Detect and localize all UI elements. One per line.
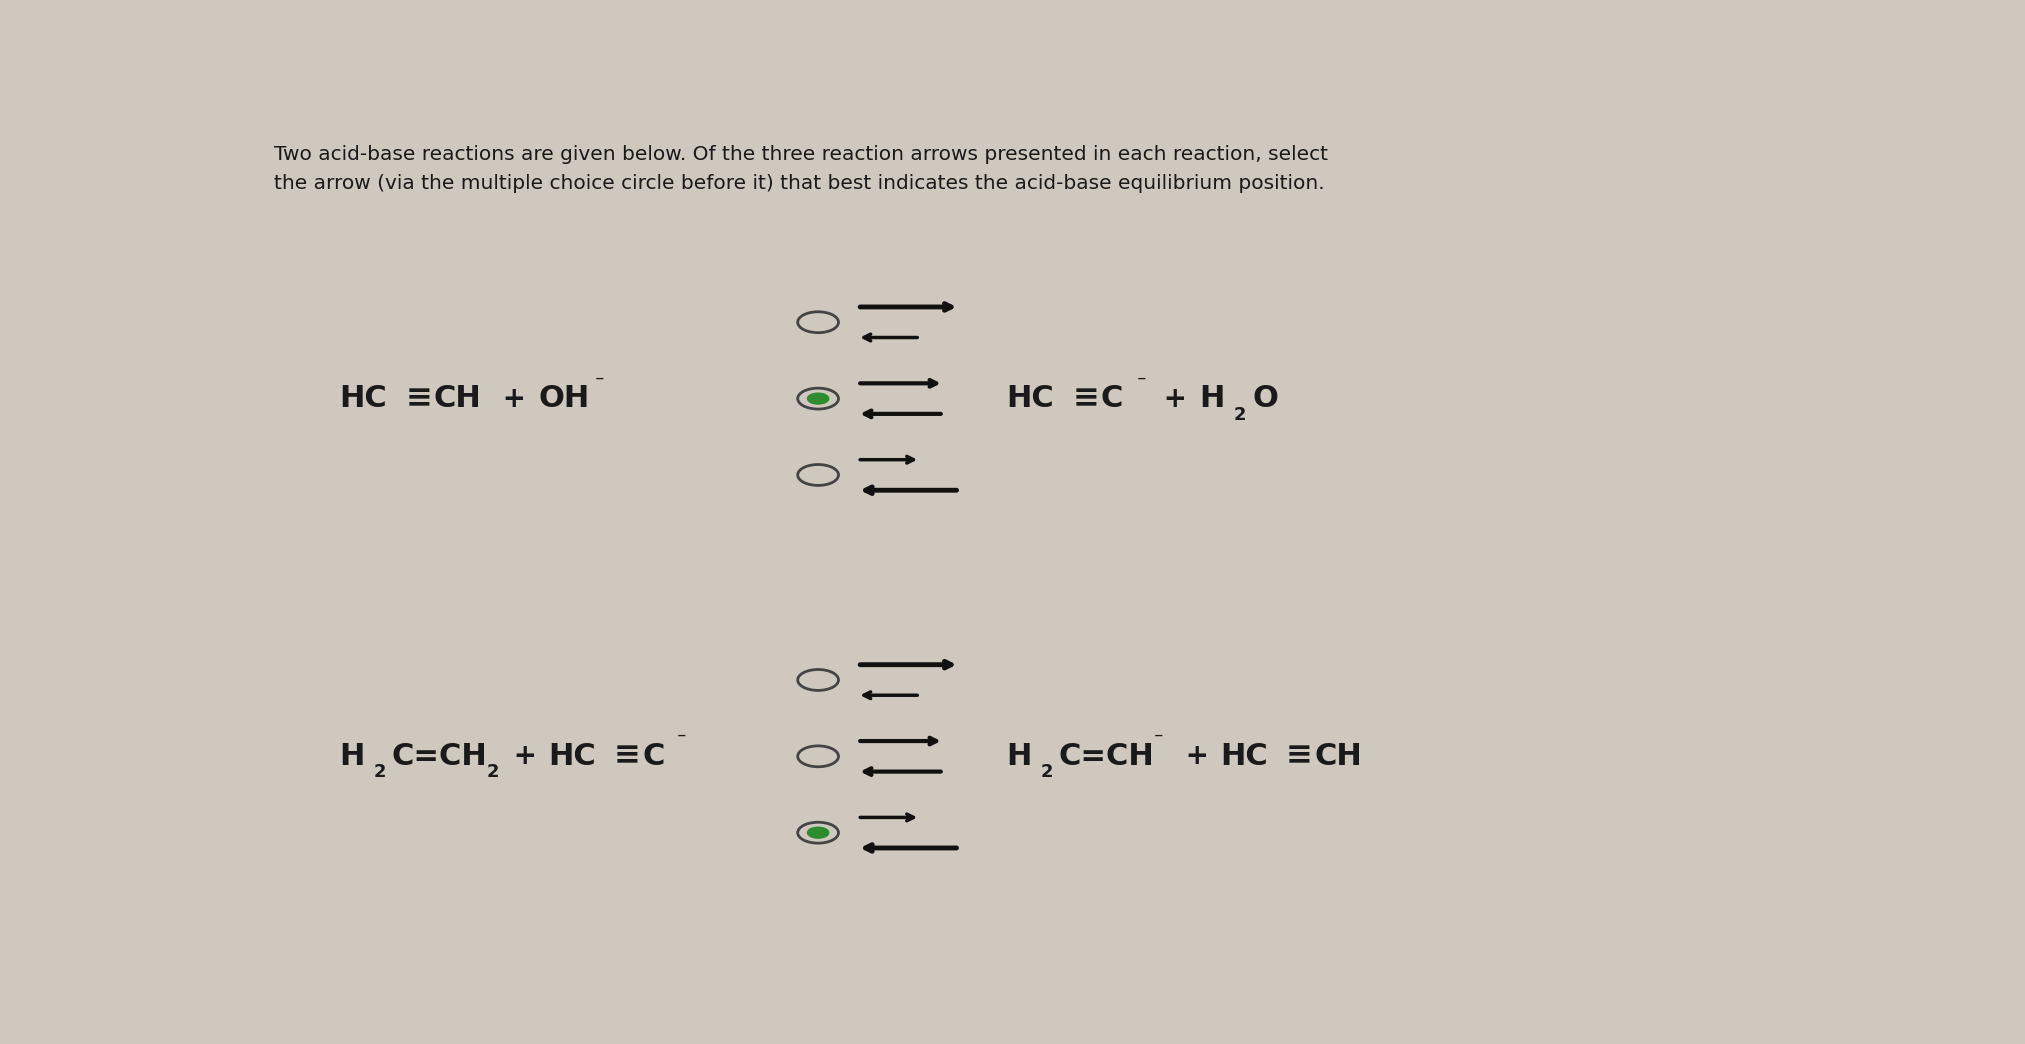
Text: HC: HC — [1006, 384, 1055, 413]
Text: O: O — [1253, 384, 1278, 413]
Text: HC: HC — [549, 742, 595, 770]
Text: ⁻: ⁻ — [595, 374, 605, 392]
Text: OH: OH — [539, 384, 589, 413]
Text: +: + — [504, 742, 547, 770]
Text: ≡: ≡ — [405, 383, 431, 414]
Circle shape — [808, 827, 828, 838]
Text: H: H — [1006, 742, 1033, 770]
Text: ≡: ≡ — [1286, 741, 1312, 772]
Text: ⁻: ⁻ — [1154, 731, 1164, 750]
Text: ≡: ≡ — [614, 741, 642, 772]
Text: Two acid-base reactions are given below. Of the three reaction arrows presented : Two acid-base reactions are given below.… — [273, 145, 1328, 164]
Text: +: + — [1177, 742, 1219, 770]
Text: 2: 2 — [486, 763, 500, 781]
Text: C=CH: C=CH — [1059, 742, 1154, 770]
Text: C: C — [642, 742, 664, 770]
Text: +: + — [494, 384, 537, 412]
Text: the arrow (via the multiple choice circle before it) that best indicates the aci: the arrow (via the multiple choice circl… — [273, 173, 1324, 192]
Circle shape — [808, 394, 828, 404]
Text: 2: 2 — [1041, 763, 1053, 781]
Text: 2: 2 — [375, 763, 387, 781]
Text: H: H — [1199, 384, 1225, 413]
Text: CH: CH — [433, 384, 482, 413]
Text: ≡: ≡ — [1073, 383, 1100, 414]
Text: HC: HC — [1219, 742, 1268, 770]
Text: CH: CH — [1314, 742, 1361, 770]
Text: H: H — [340, 742, 364, 770]
Text: C: C — [1102, 384, 1124, 413]
Text: ⁻: ⁻ — [676, 731, 686, 750]
Text: 2: 2 — [1233, 406, 1247, 424]
Text: ⁻: ⁻ — [1136, 374, 1146, 392]
Text: HC: HC — [340, 384, 387, 413]
Text: +: + — [1154, 384, 1197, 412]
Text: C=CH: C=CH — [391, 742, 486, 770]
